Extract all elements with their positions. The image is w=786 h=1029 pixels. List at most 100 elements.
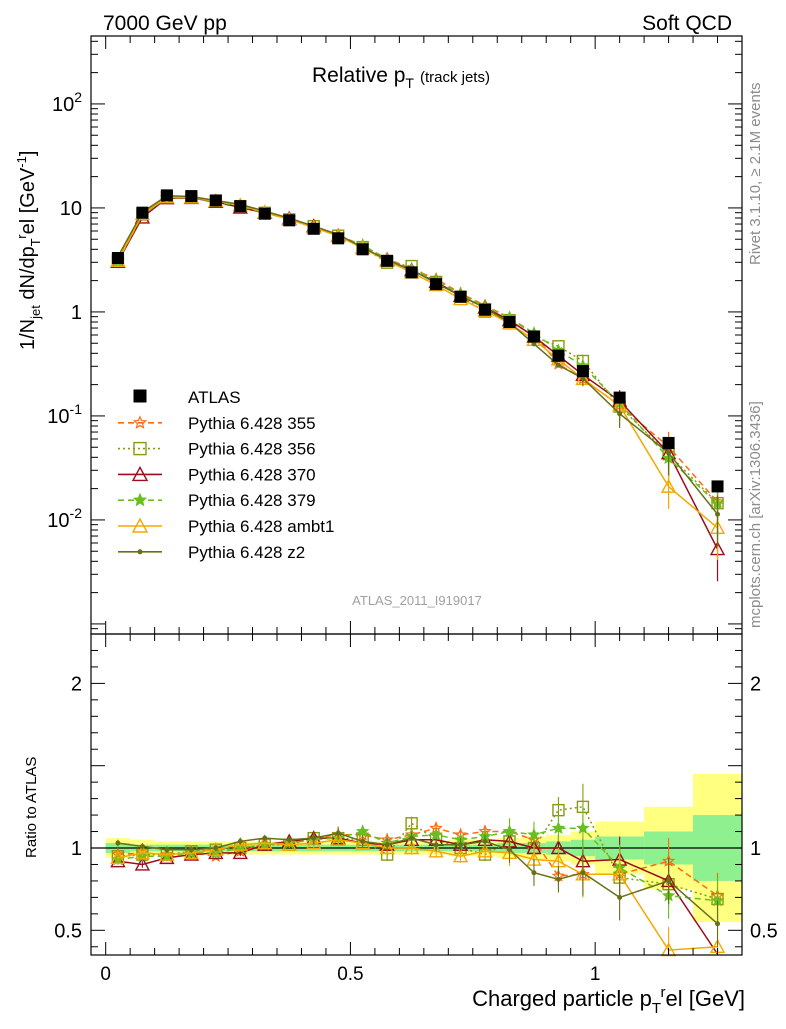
marker-dot <box>115 840 121 846</box>
marker-star <box>551 821 566 834</box>
legend-item-1: Pythia 6.428 356 <box>118 440 316 459</box>
marker-dot <box>213 845 219 851</box>
marker-dot <box>715 921 721 927</box>
xlabel-sub: T <box>652 1000 661 1017</box>
axes-layer: 0 0.5 1 10-2 10-1 1 10 102 0.5 0.5 1 1 2 2 <box>47 35 778 985</box>
ratio-frame <box>90 633 743 956</box>
title-main: Relative p <box>312 64 405 87</box>
marker-dot <box>666 878 672 884</box>
title-sub: T <box>405 75 414 91</box>
marker-star <box>132 492 148 507</box>
marker-square-filled <box>283 214 296 227</box>
marker-square-filled <box>430 278 443 291</box>
y-tick-label: 1 <box>71 302 82 324</box>
marker-triangle <box>660 478 677 493</box>
marker-square-filled <box>662 436 675 449</box>
legend-label: Pythia 6.428 355 <box>188 414 316 433</box>
y-tick-label: 102 <box>52 89 82 116</box>
ratio-tick-label-left: 1 <box>71 838 82 860</box>
marker-triangle <box>208 841 224 856</box>
ratio-series-layer <box>110 783 726 957</box>
marker-triangle <box>306 835 322 850</box>
svg-text:Relative pT(track jets): Relative pT (track jets) <box>312 64 490 91</box>
xlabel-sup: r <box>661 984 666 1001</box>
marker-star <box>576 821 590 834</box>
marker-square-filled <box>576 365 589 378</box>
marker-triangle <box>159 849 175 865</box>
marker-square-filled <box>613 391 626 404</box>
marker-square <box>405 817 418 830</box>
marker-dot <box>531 870 537 876</box>
marker-triangle <box>330 831 346 846</box>
marker-dot <box>715 511 721 517</box>
marker-square-filled <box>503 316 516 329</box>
ratio-y-axis-title: Ratio to ATLAS <box>23 757 40 858</box>
marker-star <box>429 827 443 841</box>
marker-square-filled <box>552 349 565 362</box>
marker-square-filled <box>160 189 173 202</box>
marker-square-filled <box>527 330 540 343</box>
legend-item-0: Pythia 6.428 355 <box>118 414 316 433</box>
marker-triangle <box>159 846 175 861</box>
xlabel-main: Charged particle p <box>472 986 652 1011</box>
ratio-series-5 <box>115 826 721 947</box>
marker-dot <box>409 835 415 841</box>
ratio-tick-label-right: 1 <box>750 838 761 860</box>
analysis-id: ATLAS_2011_I919017 <box>352 593 482 608</box>
legend-item-5: Pythia 6.428 z2 <box>118 543 305 562</box>
marker-dot <box>139 843 145 849</box>
marker-square-filled <box>111 252 124 265</box>
marker-square-filled <box>185 190 198 203</box>
marker-triangle <box>452 848 469 863</box>
marker-dot <box>580 870 586 876</box>
rivet-label: Rivet 3.1.10, ≥ 2.1M events <box>747 83 764 266</box>
marker-square-filled <box>332 232 345 245</box>
marker-square-filled <box>136 206 149 219</box>
marker-square-filled <box>711 480 724 493</box>
marker-triangle <box>131 517 149 533</box>
svg-text:1/Njet dN/dpTrel [GeV-1]: 1/Njet dN/dpTrel [GeV-1] <box>14 151 43 350</box>
marker-square-filled <box>405 266 418 279</box>
marker-square-filled <box>307 222 320 235</box>
marker-triangle <box>134 856 151 871</box>
marker-dot <box>617 411 623 417</box>
marker-dot <box>137 549 143 555</box>
marker-dot <box>311 835 317 841</box>
marker-triangle <box>428 843 444 858</box>
ratio-tick-label-right: 2 <box>750 673 761 695</box>
x-tick-label: 1 <box>590 964 601 985</box>
marker-triangle <box>183 844 200 860</box>
marker-triangle <box>110 849 126 865</box>
title-extra: (track jets) <box>420 69 490 86</box>
marker-dot <box>507 847 512 853</box>
marker-star <box>355 824 370 838</box>
main-series-line <box>117 196 719 504</box>
legend: ATLAS Pythia 6.428 355 Pythia 6.428 356 Pyt… <box>118 388 334 562</box>
ratio-tick-label-left: 2 <box>71 673 82 695</box>
marker-dot <box>458 842 464 848</box>
marker-triangle <box>281 836 297 851</box>
ratio-tick-label-right: 0.5 <box>750 920 778 942</box>
x-axis-title: Charged particle pTrel [GeV] <box>472 984 745 1017</box>
marker-dot <box>384 842 390 848</box>
ratio-tick-label-left: 0.5 <box>54 920 82 942</box>
plot-title: Relative pT (track jets) <box>312 64 490 91</box>
legend-label: Pythia 6.428 379 <box>188 491 316 510</box>
svg-text:Charged particle pTrel [GeV]: Charged particle pTrel [GeV] <box>472 984 745 1017</box>
marker-dot <box>237 838 243 844</box>
legend-label: ATLAS <box>188 388 241 407</box>
marker-dot <box>555 362 561 368</box>
legend-label: Pythia 6.428 370 <box>188 465 316 484</box>
y-axis-title: 1/Njet dN/dpTrel [GeV-1] <box>14 151 43 350</box>
marker-triangle <box>477 843 493 858</box>
marker-dot <box>360 838 366 844</box>
marker-dot <box>482 838 488 844</box>
marker-square-filled <box>381 254 394 267</box>
header-left: 7000 GeV pp <box>103 12 227 35</box>
marker-square-filled <box>234 200 247 213</box>
legend-label: Pythia 6.428 ambt1 <box>188 517 334 536</box>
marker-dot <box>188 847 194 853</box>
main-series-layer <box>110 189 726 582</box>
